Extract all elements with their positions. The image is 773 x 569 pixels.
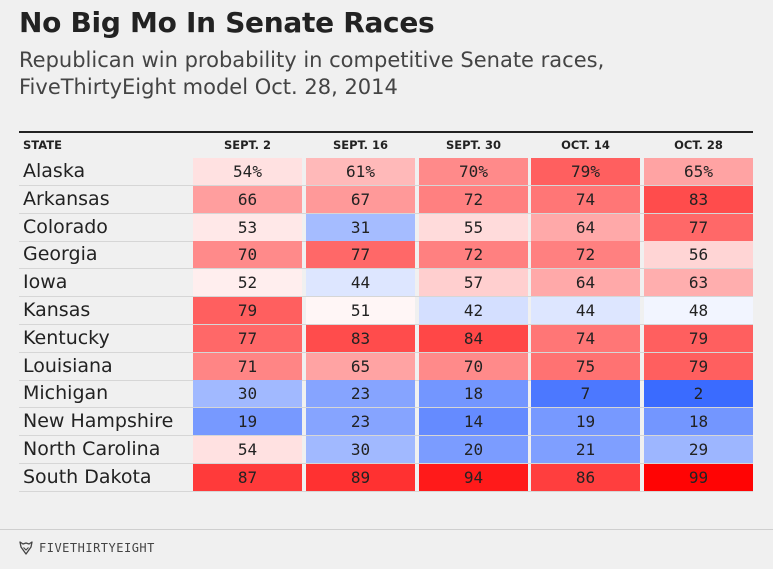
probability-cell: 57 [419, 269, 528, 297]
table-row: Michigan 30 23 18 7 2 [19, 380, 753, 409]
state-label: Louisiana [23, 354, 113, 377]
probability-cell: 84 [419, 324, 528, 352]
probability-cell: 77 [644, 213, 753, 241]
probability-cell: 44 [306, 269, 415, 297]
state-label: New Hampshire [23, 410, 174, 433]
probability-cell: 83 [306, 324, 415, 352]
probability-cell: 72 [419, 241, 528, 269]
table-row: Georgia 70 77 72 72 56 [19, 241, 753, 270]
probability-cell: 70 [193, 241, 302, 269]
table-row: Kentucky 77 83 84 74 79 [19, 324, 753, 353]
probability-cell: 83 [644, 185, 753, 213]
probability-cell: 64 [531, 269, 640, 297]
probability-cell: 72 [419, 185, 528, 213]
probability-cell: 75 [531, 352, 640, 380]
table-row: Arkansas 66 67 72 74 83 [19, 185, 753, 214]
state-label: Kansas [23, 299, 91, 321]
probability-cell: 48 [644, 297, 753, 324]
probability-cell: 14 [419, 408, 528, 436]
probability-cell: 42 [419, 297, 528, 324]
state-label: South Dakota [23, 465, 152, 488]
probability-cell: 71 [193, 352, 302, 380]
probability-cell: 65 [306, 352, 415, 380]
footer-rule [0, 529, 773, 530]
probability-cell: 2 [644, 380, 753, 408]
probability-cell: 74 [531, 185, 640, 213]
state-label: Arkansas [23, 187, 110, 210]
probability-cell: 86 [531, 463, 640, 491]
table-row: Iowa 52 44 57 64 63 [19, 269, 753, 298]
probability-cell: 29 [644, 436, 753, 463]
probability-cell: 87 [193, 463, 302, 491]
header-rule [19, 131, 753, 133]
probability-cell: 67 [306, 185, 415, 213]
state-label: Michigan [23, 382, 109, 405]
probability-cell: 23 [306, 380, 415, 408]
probability-cell: 18 [419, 380, 528, 408]
probability-cell: 65% [644, 158, 753, 185]
probability-cell: 21 [531, 436, 640, 463]
brand-name: FIVETHIRTYEIGHT [39, 541, 155, 555]
probability-cell: 7 [531, 380, 640, 408]
state-label: Colorado [23, 215, 108, 238]
probability-cell: 20 [419, 436, 528, 463]
probability-cell: 23 [306, 408, 415, 436]
probability-cell: 64 [531, 213, 640, 241]
probability-cell: 94 [419, 463, 528, 491]
probability-cell: 56 [644, 241, 753, 269]
column-header-state: STATE [23, 138, 62, 152]
probability-cell: 18 [644, 408, 753, 436]
probability-cell: 79 [644, 324, 753, 352]
state-label: Alaska [23, 160, 86, 182]
column-header-sept-2: SEPT. 2 [223, 138, 272, 152]
probability-cell: 30 [306, 436, 415, 463]
probability-cell: 52 [193, 269, 302, 297]
probability-cell: 79 [644, 352, 753, 380]
state-label: Iowa [23, 271, 68, 294]
table-row: South Dakota 87 89 94 86 99 [19, 463, 753, 492]
probability-cell: 70 [419, 352, 528, 380]
probability-cell: 77 [193, 324, 302, 352]
probability-cell: 74 [531, 324, 640, 352]
table-row: Louisiana 71 65 70 75 79 [19, 352, 753, 381]
probability-cell: 79% [531, 158, 640, 185]
probability-cell: 19 [193, 408, 302, 436]
probability-cell: 31 [306, 213, 415, 241]
probability-cell: 54 [193, 436, 302, 463]
column-header-sept-30: SEPT. 30 [445, 138, 502, 152]
probability-cell: 70% [419, 158, 528, 185]
probability-cell: 55 [419, 213, 528, 241]
column-header-sept-16: SEPT. 16 [332, 138, 389, 152]
state-label: Georgia [23, 243, 98, 266]
probability-cell: 51 [306, 297, 415, 324]
footer: FIVETHIRTYEIGHT [19, 540, 155, 556]
probability-cell: 19 [531, 408, 640, 436]
probability-cell: 30 [193, 380, 302, 408]
table-row: Kansas 79 51 42 44 48 [19, 297, 753, 325]
table-row: Colorado 53 31 55 64 77 [19, 213, 753, 242]
probability-cell: 53 [193, 213, 302, 241]
probability-cell: 61% [306, 158, 415, 185]
chart-title: No Big Mo In Senate Races [19, 6, 435, 39]
probability-cell: 89 [306, 463, 415, 491]
probability-cell: 44 [531, 297, 640, 324]
probability-cell: 72 [531, 241, 640, 269]
table-row: North Carolina 54 30 20 21 29 [19, 436, 753, 464]
column-header-oct-28: OCT. 28 [674, 138, 723, 152]
probability-cell: 66 [193, 185, 302, 213]
probability-cell: 77 [306, 241, 415, 269]
table-row: Alaska 54% 61% 70% 79% 65% [19, 158, 753, 186]
column-header-oct-14: OCT. 14 [561, 138, 610, 152]
table-row: New Hampshire 19 23 14 19 18 [19, 408, 753, 437]
fox-icon [19, 541, 33, 555]
probability-cell: 79 [193, 297, 302, 324]
state-label: North Carolina [23, 438, 161, 460]
state-label: Kentucky [23, 326, 110, 349]
probability-cell: 54% [193, 158, 302, 185]
chart-subtitle: Republican win probability in competitiv… [19, 48, 605, 99]
probability-cell: 63 [644, 269, 753, 297]
probability-cell: 99 [644, 463, 753, 491]
